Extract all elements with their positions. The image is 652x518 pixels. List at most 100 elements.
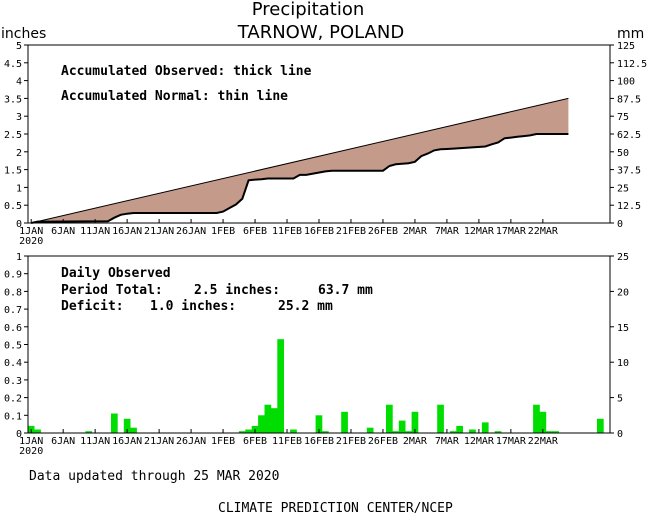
top-left-tick-label: 0.5 xyxy=(4,201,22,212)
top-right-tick-label: 0 xyxy=(617,219,623,230)
daily-bar xyxy=(411,411,419,433)
bottom-year-label: 2020 xyxy=(19,446,43,457)
daily-bar xyxy=(264,404,272,433)
top-x-tick-label: 11FEB xyxy=(272,226,302,237)
daily-bar xyxy=(258,415,265,433)
normal-legend: Accumulated Normal: thin line xyxy=(61,89,288,104)
daily-bar xyxy=(341,411,348,433)
daily-bar xyxy=(449,431,457,433)
daily-bar xyxy=(315,415,323,433)
bottom-left-tick-label: 0.7 xyxy=(4,305,22,316)
daily-panel: 0 0.1 0.2 0.3 0.4 0.5 0.6 0.7 0.8 0.9 1 0 5 10 15 20 25… xyxy=(4,252,629,457)
bottom-right-tick-label: 25 xyxy=(617,252,629,263)
top-x-tick-label: 1JAN xyxy=(19,226,43,237)
daily-bar xyxy=(552,431,559,433)
bottom-left-tick-label: 0 xyxy=(16,429,22,440)
top-right-tick-label: 12.5 xyxy=(617,201,641,212)
observed-accumulated-line xyxy=(30,133,569,224)
daily-bar xyxy=(34,429,41,433)
daily-bars xyxy=(27,339,604,433)
daily-bar xyxy=(290,429,297,433)
daily-bar xyxy=(533,404,540,433)
daily-bar xyxy=(245,429,252,433)
top-x-tick-label: 26FEB xyxy=(368,226,398,237)
top-left-tick-label: 5 xyxy=(16,41,22,52)
daily-bar xyxy=(85,431,93,433)
daily-bar xyxy=(366,427,374,433)
bottom-left-tick-label: 0.5 xyxy=(4,341,22,352)
bottom-x-tick-label: 7MAR xyxy=(435,436,460,447)
daily-bar xyxy=(277,339,284,433)
bottom-x-tick-label: 11FEB xyxy=(272,436,302,447)
accumulated-area xyxy=(30,97,569,224)
top-year-label: 2020 xyxy=(19,236,43,247)
bottom-left-tick-label: 0.3 xyxy=(4,376,22,387)
daily-bar xyxy=(392,431,400,433)
period-total-inches: 2.5 inches: xyxy=(194,283,280,298)
bottom-x-tick-label: 26FEB xyxy=(368,436,398,447)
top-x-tick-label: 11JAN xyxy=(80,226,110,237)
top-right-axis: 0 12.5 25 37.5 50 62.5 75 87.5 100 112.5 125 xyxy=(610,41,647,230)
bottom-x-tick-label: 1FEB xyxy=(211,436,235,447)
top-right-tick-label: 125 xyxy=(617,41,635,52)
top-left-tick-label: 0 xyxy=(16,219,22,230)
top-left-tick-label: 2 xyxy=(16,148,22,159)
top-x-tick-label: 6FEB xyxy=(243,226,267,237)
chart-title: Precipitation xyxy=(252,0,365,20)
top-right-tick-label: 25 xyxy=(617,183,629,194)
top-left-axis: 0 0.5 1 1.5 2 2.5 3 3.5 4 4.5 5 xyxy=(4,41,28,230)
daily-bar xyxy=(597,418,604,433)
bottom-left-tick-label: 0.2 xyxy=(4,394,22,405)
bottom-x-tick-label: 21JAN xyxy=(144,436,174,447)
daily-bar xyxy=(130,427,137,433)
bottom-left-tick-label: 0.6 xyxy=(4,323,22,334)
bottom-x-tick-label: 21FEB xyxy=(336,436,366,447)
top-right-tick-label: 37.5 xyxy=(617,166,641,177)
deficit-label: Deficit: xyxy=(61,299,124,314)
top-right-tick-label: 100 xyxy=(617,77,635,88)
top-x-tick-label: 21FEB xyxy=(336,226,366,237)
top-left-tick-label: 4.5 xyxy=(4,59,22,70)
top-x-tick-label: 21JAN xyxy=(144,226,174,237)
top-left-tick-label: 2.5 xyxy=(4,130,22,141)
top-x-tick-label: 22MAR xyxy=(528,226,559,237)
bottom-x-tick-label: 6JAN xyxy=(51,436,75,447)
top-x-tick-label: 7MAR xyxy=(435,226,460,237)
top-x-tick-label: 16JAN xyxy=(112,226,142,237)
daily-bar xyxy=(405,431,412,433)
top-x-axis: 1JAN 6JAN 11JAN 16JAN 21JAN 26JAN 1FEB 6FEB 11FE… xyxy=(19,219,559,247)
daily-bar xyxy=(469,429,476,433)
bottom-right-tick-label: 20 xyxy=(617,287,629,298)
top-right-tick-label: 62.5 xyxy=(617,130,641,141)
daily-bar xyxy=(386,404,393,433)
bottom-x-tick-label: 11JAN xyxy=(80,436,110,447)
bottom-right-tick-label: 10 xyxy=(617,358,629,369)
bottom-left-axis: 0 0.1 0.2 0.3 0.4 0.5 0.6 0.7 0.8 0.9 1 xyxy=(4,252,28,440)
top-left-tick-label: 1.5 xyxy=(4,166,22,177)
daily-bar xyxy=(270,408,278,433)
top-right-tick-label: 112.5 xyxy=(617,59,647,70)
top-left-tick-label: 1 xyxy=(16,183,22,194)
bottom-x-axis: 1JAN 6JAN 11JAN 16JAN 21JAN 26JAN 1FEB 6FEB 11FE… xyxy=(19,429,610,457)
daily-bar xyxy=(494,431,502,433)
bottom-x-tick-label: 6FEB xyxy=(243,436,267,447)
period-total-mm: 63.7 mm xyxy=(318,283,373,298)
top-left-unit: inches xyxy=(1,26,46,42)
observed-legend: Accumulated Observed: thick line xyxy=(61,64,312,79)
bottom-x-tick-label: 2MAR xyxy=(403,436,428,447)
deficit-mm: 25.2 mm xyxy=(278,299,333,314)
daily-bar xyxy=(481,422,489,433)
bottom-x-tick-label: 12MAR xyxy=(464,436,495,447)
top-x-tick-label: 2MAR xyxy=(403,226,428,237)
daily-bar xyxy=(456,425,463,433)
bottom-left-tick-label: 0.8 xyxy=(4,287,22,298)
bottom-left-tick-label: 0.9 xyxy=(4,270,22,281)
bottom-left-tick-label: 1 xyxy=(16,252,22,263)
bottom-x-tick-label: 26JAN xyxy=(176,436,206,447)
bottom-x-tick-label: 16JAN xyxy=(112,436,142,447)
top-x-tick-label: 17MAR xyxy=(496,226,527,237)
bottom-right-tick-label: 5 xyxy=(617,394,623,405)
bottom-right-tick-label: 0 xyxy=(617,429,623,440)
bottom-x-tick-label: 1JAN xyxy=(19,436,43,447)
